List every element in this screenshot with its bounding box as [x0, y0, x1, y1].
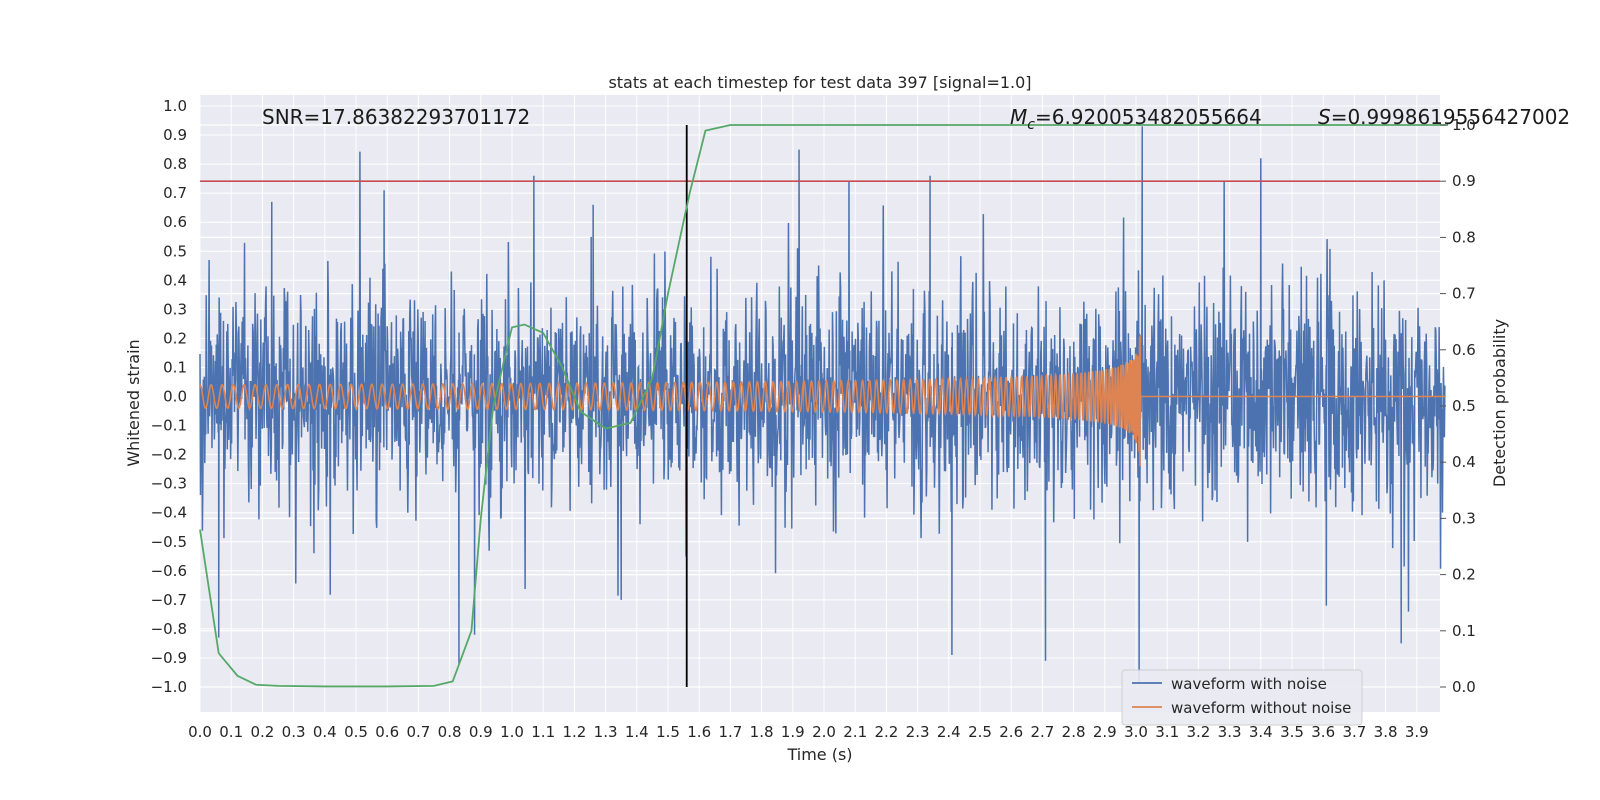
y-tick-label-right: 0.6	[1452, 341, 1476, 359]
x-axis-label: Time (s)	[786, 745, 852, 764]
y-tick-label-left: −0.9	[151, 649, 187, 667]
x-tick-label: 3.6	[1311, 723, 1335, 741]
y-tick-label-left: 0.8	[163, 155, 187, 173]
detection-probability-line	[199, 124, 1448, 688]
x-tick-label: 0.6	[375, 723, 399, 741]
y-tick-label-left: −0.5	[151, 533, 187, 551]
y-tick-label-left: 0.4	[163, 271, 187, 289]
y-tick-label-left: −1.0	[151, 678, 187, 696]
y-tick-label-right: 0.0	[1452, 678, 1476, 696]
y-tick-label-left: −0.8	[151, 620, 187, 638]
x-tick-label: 2.7	[1030, 723, 1054, 741]
waveform-without-noise-series	[199, 334, 1445, 467]
x-tick-label: 2.4	[937, 723, 961, 741]
s-value: =0.9998619556427002	[1331, 105, 1570, 129]
x-tick-label: 3.0	[1124, 723, 1148, 741]
y-tick-label-right: 0.8	[1452, 228, 1476, 246]
x-tick-label: 2.8	[1062, 723, 1086, 741]
x-tick-label: 1.4	[625, 723, 649, 741]
y-tick-labels-left: 1.0 0.9 0.8 0.7 0.6 0.5 0.4 0.3 0.2 0.1 0.0 −0.1 −0.…	[151, 97, 187, 696]
y-axis-label-left-text: Whitened strain	[124, 339, 143, 466]
x-tick-labels: 0.0 0.1 0.2 0.3 0.4 0.5 0.6 0.7 0.8 0.9 1.0 1.1 1.2 1…	[188, 723, 1429, 741]
mc-value: =6.920053482055664	[1035, 105, 1262, 129]
x-tick-label: 0.0	[188, 723, 212, 741]
y-tick-label-left: 0.6	[163, 213, 187, 231]
s-symbol: S	[1318, 105, 1331, 129]
y-tick-labels-right: 1.0 0.9 0.8 0.7 0.6 0.5 0.4 0.3 0.2 0.1 0.0	[1440, 116, 1476, 696]
x-tick-label: 0.5	[344, 723, 368, 741]
x-tick-label: 1.2	[562, 723, 586, 741]
x-tick-label: 1.0	[500, 723, 524, 741]
y-tick-label-right: 0.7	[1452, 285, 1476, 303]
mc-subscript: c	[1027, 117, 1035, 133]
chart-title: stats at each timestep for test data 397…	[608, 73, 1031, 92]
x-tick-label: 2.0	[812, 723, 836, 741]
x-tick-label: 2.6	[999, 723, 1023, 741]
x-tick-label: 0.8	[438, 723, 462, 741]
y-tick-label-left: −0.2	[151, 446, 187, 464]
x-tick-label: 3.8	[1374, 723, 1398, 741]
x-tick-label: 1.1	[531, 723, 555, 741]
x-tick-label: 3.9	[1405, 723, 1429, 741]
y-tick-label-left: 0.0	[163, 388, 187, 406]
x-tick-label: 1.7	[718, 723, 742, 741]
x-tick-label: 3.3	[1218, 723, 1242, 741]
y-tick-label-left: −0.3	[151, 475, 187, 493]
x-tick-label: 3.5	[1280, 723, 1304, 741]
y-tick-label-right: 0.2	[1452, 566, 1476, 584]
x-tick-label: 2.5	[968, 723, 992, 741]
x-tick-label: 0.1	[219, 723, 243, 741]
x-tick-label: 1.5	[656, 723, 680, 741]
x-tick-label: 0.4	[313, 723, 337, 741]
x-tick-label: 3.1	[1155, 723, 1179, 741]
x-tick-label: 1.9	[781, 723, 805, 741]
mc-symbol: M	[1010, 105, 1027, 129]
x-tick-label: 2.9	[1093, 723, 1117, 741]
x-tick-label: 1.8	[750, 723, 774, 741]
y-tick-label-left: 0.5	[163, 242, 187, 260]
y-tick-label-left: 0.9	[163, 126, 187, 144]
snr-annotation: SNR=17.86382293701172	[262, 105, 530, 129]
y-axis-label-right: Detection probability	[1490, 319, 1509, 487]
y-tick-label-right: 1.0	[1452, 116, 1476, 134]
x-tick-label: 2.2	[874, 723, 898, 741]
legend-box	[1121, 669, 1363, 726]
y-tick-label-left: 1.0	[163, 97, 187, 115]
x-tick-label: 3.2	[1186, 723, 1210, 741]
x-tick-label: 2.3	[906, 723, 930, 741]
y-tick-label-right: 0.5	[1452, 397, 1476, 415]
legend-label-noisy: waveform with noise	[1171, 675, 1327, 693]
y-tick-label-right: 0.4	[1452, 453, 1476, 471]
mc-annotation: Mc=6.920053482055664	[1010, 105, 1262, 133]
y-tick-label-left: 0.3	[163, 300, 187, 318]
detection-probability-series	[199, 124, 1448, 688]
x-tick-label: 2.1	[843, 723, 867, 741]
y-tick-label-left: 0.1	[163, 358, 187, 376]
y-tick-label-left: 0.2	[163, 329, 187, 347]
y-tick-label-left: −0.6	[151, 562, 187, 580]
reference-lines	[200, 125, 1440, 687]
legend: waveform with noise waveform without noi…	[1121, 669, 1363, 726]
x-tick-label: 3.4	[1249, 723, 1273, 741]
legend-label-clean: waveform without noise	[1171, 699, 1351, 717]
x-tick-label: 0.9	[469, 723, 493, 741]
x-tick-label: 1.6	[687, 723, 711, 741]
x-tick-label: 1.3	[594, 723, 618, 741]
waveform-without-noise-line	[199, 334, 1445, 467]
x-tick-label: 0.3	[282, 723, 306, 741]
y-tick-label-left: −0.4	[151, 504, 187, 522]
x-tick-label: 0.7	[406, 723, 430, 741]
x-tick-label: 0.2	[250, 723, 274, 741]
y-tick-label-right: 0.1	[1452, 622, 1476, 640]
y-grid-left	[200, 105, 1440, 688]
y-tick-label-left: −0.7	[151, 591, 187, 609]
y-tick-label-left: −0.1	[151, 417, 187, 435]
s-annotation: S=0.9998619556427002	[1318, 105, 1570, 129]
y-tick-label-left: 0.7	[163, 184, 187, 202]
x-tick-label: 3.7	[1342, 723, 1366, 741]
y-tick-label-right: 0.3	[1452, 509, 1476, 527]
y-tick-label-right: 0.9	[1452, 172, 1476, 190]
